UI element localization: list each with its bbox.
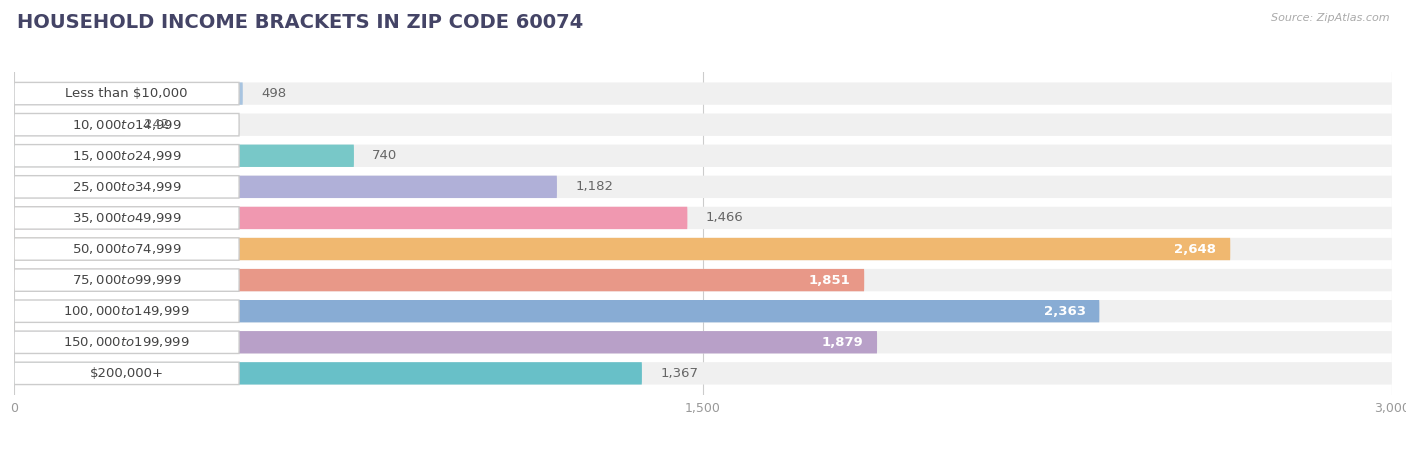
FancyBboxPatch shape bbox=[14, 269, 865, 291]
Text: $100,000 to $149,999: $100,000 to $149,999 bbox=[63, 304, 190, 318]
FancyBboxPatch shape bbox=[14, 331, 1392, 353]
Text: Less than $10,000: Less than $10,000 bbox=[65, 87, 188, 100]
Text: $25,000 to $34,999: $25,000 to $34,999 bbox=[72, 180, 181, 194]
FancyBboxPatch shape bbox=[14, 300, 1392, 322]
Text: 1,851: 1,851 bbox=[808, 273, 851, 286]
FancyBboxPatch shape bbox=[14, 83, 1392, 105]
FancyBboxPatch shape bbox=[14, 176, 239, 198]
FancyBboxPatch shape bbox=[14, 114, 125, 136]
FancyBboxPatch shape bbox=[14, 331, 239, 353]
Text: 1,182: 1,182 bbox=[575, 180, 613, 194]
Text: $15,000 to $24,999: $15,000 to $24,999 bbox=[72, 149, 181, 163]
FancyBboxPatch shape bbox=[14, 207, 1392, 229]
FancyBboxPatch shape bbox=[14, 145, 1392, 167]
FancyBboxPatch shape bbox=[14, 114, 1392, 136]
FancyBboxPatch shape bbox=[14, 362, 239, 384]
Text: $10,000 to $14,999: $10,000 to $14,999 bbox=[72, 118, 181, 132]
Text: 2,648: 2,648 bbox=[1174, 242, 1216, 255]
Text: 242: 242 bbox=[143, 118, 169, 131]
FancyBboxPatch shape bbox=[14, 145, 354, 167]
Text: $50,000 to $74,999: $50,000 to $74,999 bbox=[72, 242, 181, 256]
Text: Source: ZipAtlas.com: Source: ZipAtlas.com bbox=[1271, 13, 1389, 23]
Text: 2,363: 2,363 bbox=[1043, 305, 1085, 318]
FancyBboxPatch shape bbox=[14, 83, 243, 105]
Text: $150,000 to $199,999: $150,000 to $199,999 bbox=[63, 335, 190, 349]
Text: 498: 498 bbox=[262, 87, 287, 100]
FancyBboxPatch shape bbox=[14, 238, 1230, 260]
FancyBboxPatch shape bbox=[14, 362, 1392, 384]
Text: $200,000+: $200,000+ bbox=[90, 367, 163, 380]
FancyBboxPatch shape bbox=[14, 269, 1392, 291]
FancyBboxPatch shape bbox=[14, 300, 239, 322]
FancyBboxPatch shape bbox=[14, 176, 557, 198]
FancyBboxPatch shape bbox=[14, 207, 688, 229]
Text: 1,367: 1,367 bbox=[661, 367, 699, 380]
FancyBboxPatch shape bbox=[14, 238, 239, 260]
FancyBboxPatch shape bbox=[14, 207, 239, 229]
FancyBboxPatch shape bbox=[14, 300, 1099, 322]
FancyBboxPatch shape bbox=[14, 145, 239, 167]
Text: 1,879: 1,879 bbox=[821, 336, 863, 349]
FancyBboxPatch shape bbox=[14, 176, 1392, 198]
Text: $75,000 to $99,999: $75,000 to $99,999 bbox=[72, 273, 181, 287]
FancyBboxPatch shape bbox=[14, 83, 239, 105]
FancyBboxPatch shape bbox=[14, 269, 239, 291]
Text: 1,466: 1,466 bbox=[706, 211, 744, 224]
FancyBboxPatch shape bbox=[14, 238, 1392, 260]
FancyBboxPatch shape bbox=[14, 114, 239, 136]
FancyBboxPatch shape bbox=[14, 362, 643, 384]
Text: 740: 740 bbox=[373, 149, 398, 162]
Text: HOUSEHOLD INCOME BRACKETS IN ZIP CODE 60074: HOUSEHOLD INCOME BRACKETS IN ZIP CODE 60… bbox=[17, 13, 583, 32]
Text: $35,000 to $49,999: $35,000 to $49,999 bbox=[72, 211, 181, 225]
FancyBboxPatch shape bbox=[14, 331, 877, 353]
